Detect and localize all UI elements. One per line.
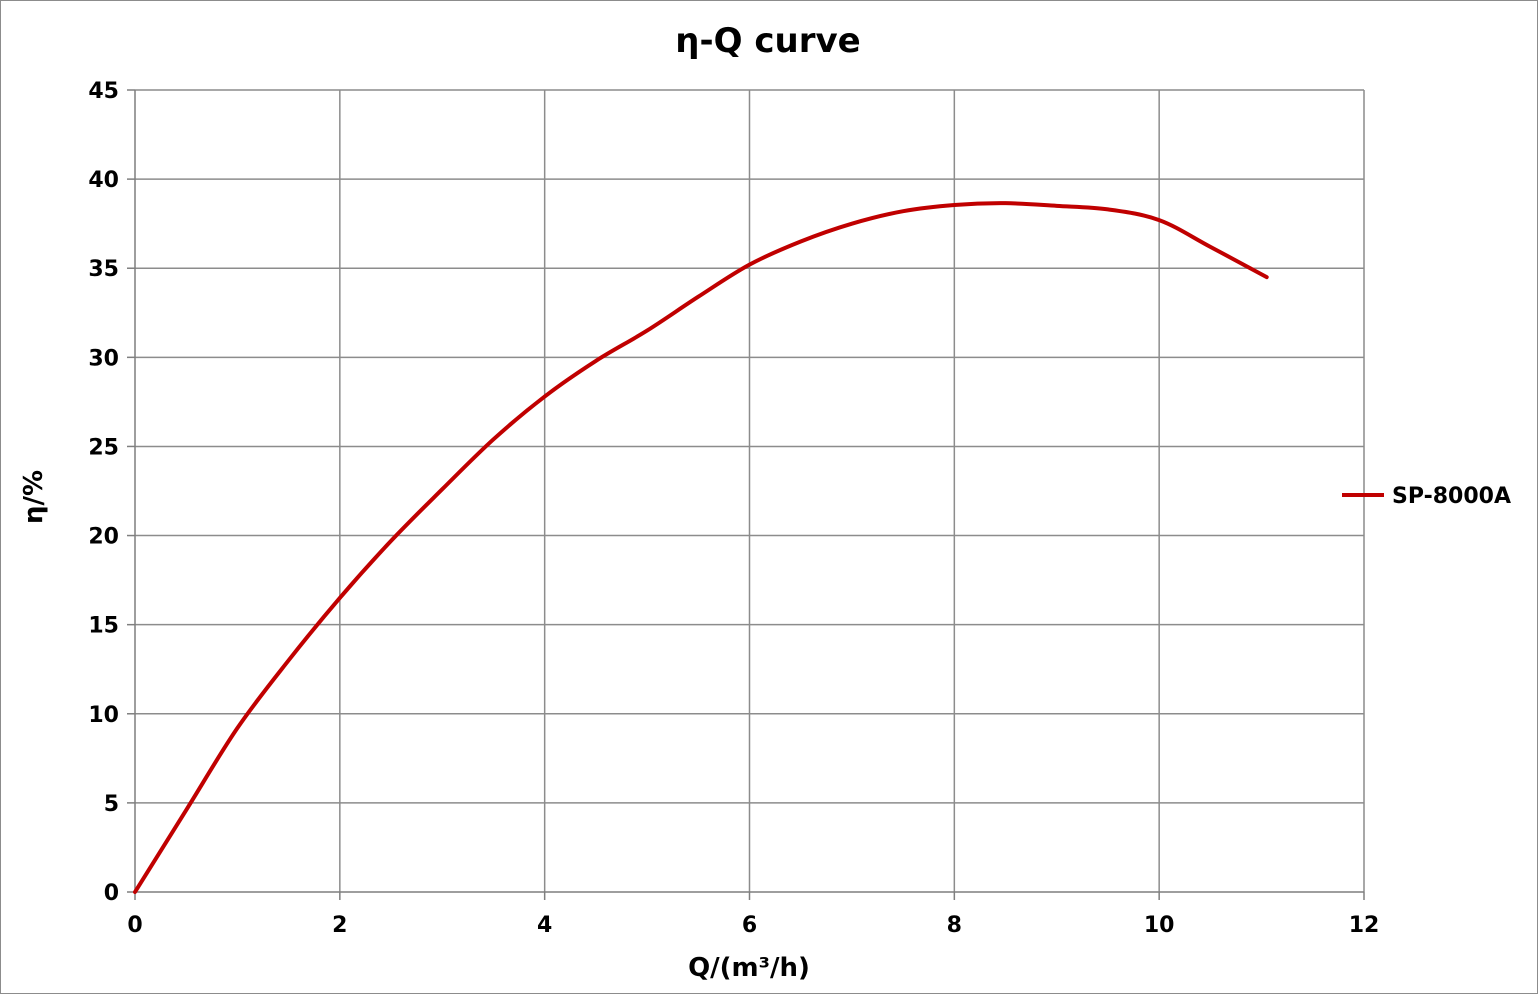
- y-tick-label: 40: [88, 168, 119, 193]
- x-tick-label: 0: [127, 913, 142, 938]
- y-tick-label: 45: [88, 79, 119, 104]
- series-layer: [133, 201, 1269, 894]
- y-tick-label: 0: [104, 881, 119, 906]
- series-line-0: [133, 201, 1269, 894]
- x-tick-label: 4: [537, 913, 552, 938]
- horizontal-gridlines: [127, 89, 1364, 893]
- y-tick-label: 10: [88, 703, 119, 728]
- legend: SP-8000A: [1342, 484, 1511, 509]
- x-tick-label: 12: [1349, 913, 1380, 938]
- x-tick-label: 8: [947, 913, 962, 938]
- x-tick-label: 6: [742, 913, 757, 938]
- vertical-gridlines: [134, 90, 1365, 900]
- y-axis-title: η/%: [19, 470, 49, 524]
- y-tick-label: 15: [88, 614, 119, 639]
- x-axis-title: Q/(m³/h): [688, 953, 810, 983]
- y-tick-labels: 0 5 10 15 20 25 30 35 40 45: [88, 79, 119, 906]
- y-tick-label: 35: [88, 257, 119, 282]
- x-tick-label: 2: [332, 913, 347, 938]
- legend-label-sp-8000a: SP-8000A: [1392, 484, 1511, 509]
- chart-title: η-Q curve: [675, 21, 860, 61]
- x-tick-label: 10: [1144, 913, 1175, 938]
- x-tick-labels: 0 2 4 6 8 10 12: [127, 913, 1379, 938]
- y-tick-label: 20: [88, 525, 119, 550]
- y-tick-label: 5: [104, 792, 119, 817]
- y-tick-label: 30: [88, 346, 119, 371]
- y-tick-label: 25: [88, 435, 119, 460]
